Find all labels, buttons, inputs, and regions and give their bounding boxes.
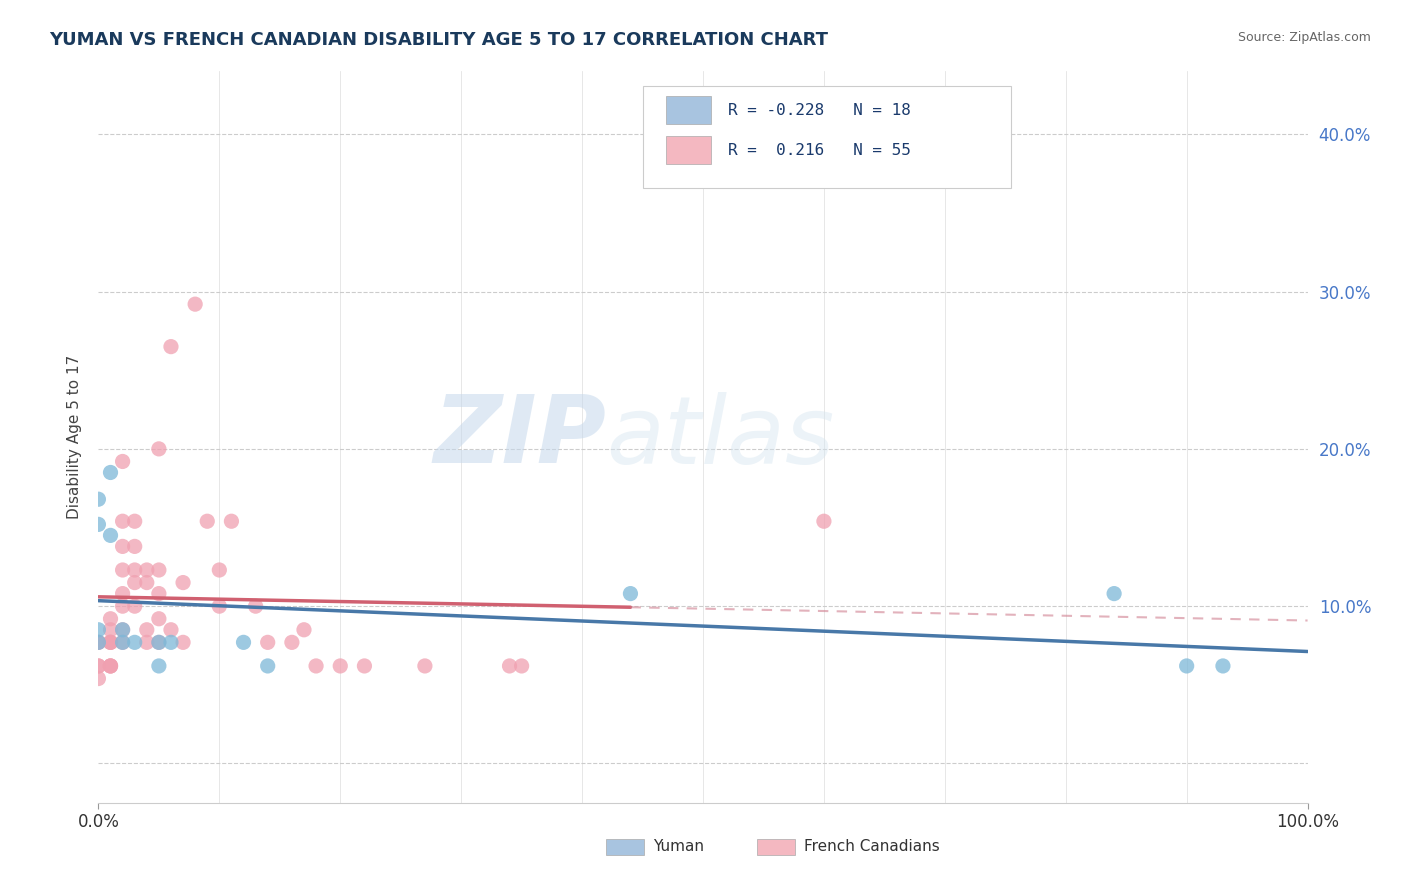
- Point: [148, 586, 170, 600]
- Point: [172, 575, 194, 590]
- Point: [111, 540, 134, 554]
- Point: [148, 635, 170, 649]
- Point: [87, 623, 110, 637]
- Point: [87, 659, 110, 673]
- Point: [256, 635, 278, 649]
- Point: [100, 635, 122, 649]
- Point: [111, 514, 134, 528]
- Text: French Canadians: French Canadians: [804, 839, 941, 855]
- Point: [329, 659, 352, 673]
- Point: [498, 659, 520, 673]
- Point: [195, 514, 218, 528]
- Point: [111, 635, 134, 649]
- Point: [124, 635, 146, 649]
- Point: [100, 466, 122, 480]
- Point: [148, 635, 170, 649]
- Point: [148, 612, 170, 626]
- Point: [1212, 659, 1234, 673]
- Point: [111, 623, 134, 637]
- Point: [135, 635, 157, 649]
- Point: [281, 635, 304, 649]
- Point: [148, 563, 170, 577]
- Point: [111, 599, 134, 614]
- Point: [124, 599, 146, 614]
- Point: [245, 599, 267, 614]
- Point: [619, 586, 641, 600]
- Point: [111, 586, 134, 600]
- Text: Yuman: Yuman: [654, 839, 704, 855]
- Point: [100, 659, 122, 673]
- Point: [100, 635, 122, 649]
- Point: [100, 612, 122, 626]
- Point: [111, 563, 134, 577]
- Point: [353, 659, 375, 673]
- Point: [87, 635, 110, 649]
- Point: [100, 659, 122, 673]
- Point: [124, 514, 146, 528]
- Point: [87, 672, 110, 686]
- Point: [208, 563, 231, 577]
- Point: [135, 563, 157, 577]
- Point: [172, 635, 194, 649]
- Point: [148, 659, 170, 673]
- Point: [221, 514, 243, 528]
- Point: [135, 623, 157, 637]
- Point: [87, 659, 110, 673]
- Point: [111, 635, 134, 649]
- Text: R =  0.216   N = 55: R = 0.216 N = 55: [728, 143, 911, 158]
- Text: ZIP: ZIP: [433, 391, 606, 483]
- Point: [256, 659, 278, 673]
- Point: [87, 517, 110, 532]
- Point: [124, 540, 146, 554]
- Point: [1175, 659, 1198, 673]
- Point: [813, 514, 835, 528]
- Point: [232, 635, 254, 649]
- FancyBboxPatch shape: [643, 86, 1011, 188]
- Text: R = -0.228   N = 18: R = -0.228 N = 18: [728, 103, 911, 118]
- FancyBboxPatch shape: [606, 838, 644, 855]
- Point: [305, 659, 328, 673]
- Point: [87, 492, 110, 507]
- FancyBboxPatch shape: [758, 838, 794, 855]
- Point: [100, 659, 122, 673]
- Point: [148, 442, 170, 456]
- Point: [1102, 586, 1125, 600]
- FancyBboxPatch shape: [665, 96, 711, 124]
- FancyBboxPatch shape: [665, 136, 711, 164]
- Point: [135, 575, 157, 590]
- Point: [160, 635, 183, 649]
- Point: [184, 297, 207, 311]
- Point: [100, 623, 122, 637]
- Point: [510, 659, 533, 673]
- Text: atlas: atlas: [606, 392, 835, 483]
- Point: [124, 575, 146, 590]
- Point: [413, 659, 436, 673]
- Point: [100, 528, 122, 542]
- Point: [160, 623, 183, 637]
- Point: [124, 563, 146, 577]
- Text: Source: ZipAtlas.com: Source: ZipAtlas.com: [1237, 31, 1371, 45]
- Point: [87, 635, 110, 649]
- Point: [160, 340, 183, 354]
- Point: [100, 635, 122, 649]
- Point: [111, 623, 134, 637]
- Point: [111, 454, 134, 468]
- Point: [87, 635, 110, 649]
- Y-axis label: Disability Age 5 to 17: Disability Age 5 to 17: [66, 355, 82, 519]
- Point: [208, 599, 231, 614]
- Point: [292, 623, 315, 637]
- Text: YUMAN VS FRENCH CANADIAN DISABILITY AGE 5 TO 17 CORRELATION CHART: YUMAN VS FRENCH CANADIAN DISABILITY AGE …: [49, 31, 828, 49]
